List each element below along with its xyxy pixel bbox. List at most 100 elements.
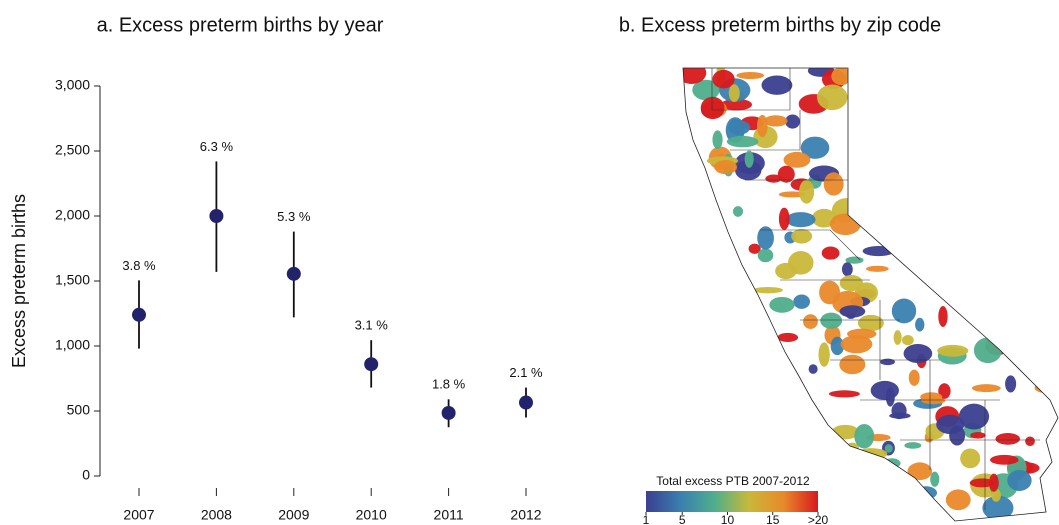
zip-patch	[778, 207, 790, 230]
zip-patch	[893, 330, 902, 345]
zip-patch	[839, 274, 864, 292]
y-tick-label: 0	[82, 467, 90, 483]
x-tick-label: 2008	[201, 507, 232, 523]
zip-patch	[683, 68, 707, 85]
zip-patch	[712, 69, 735, 89]
y-axis-label: Excess preterm births	[9, 194, 29, 368]
colorbar-tick-label: 15	[766, 513, 780, 525]
zip-patch	[930, 471, 940, 487]
zip-patch	[901, 500, 923, 519]
zip-patch	[841, 262, 853, 277]
zip-patch	[854, 424, 875, 449]
colorbar-tick-label: >20	[808, 513, 829, 525]
zip-patch	[765, 174, 782, 183]
zip-patch	[945, 489, 971, 511]
y-tick-label: 2,500	[55, 142, 90, 158]
annotation: 2.1 %	[509, 365, 543, 380]
zip-patch	[938, 383, 951, 399]
zip-patch	[757, 226, 774, 250]
zip-patch	[821, 246, 840, 260]
map-title: b. Excess preterm births by zip code	[619, 14, 941, 36]
zip-patch	[847, 328, 877, 340]
point	[132, 307, 146, 322]
zip-patch	[783, 151, 811, 168]
y-tick-label: 3,000	[55, 77, 90, 93]
zip-patch	[831, 68, 852, 86]
zip-patch	[1005, 375, 1017, 393]
colorbar-label: Total excess PTB 2007-2012	[656, 474, 810, 488]
zip-patch	[726, 135, 759, 148]
x-tick-label: 2010	[356, 507, 387, 523]
zip-patch	[854, 460, 863, 470]
zip-patch	[875, 496, 905, 507]
zip-patch	[761, 75, 793, 95]
zip-patch	[991, 488, 1001, 502]
zip-patch	[862, 495, 876, 513]
point	[286, 266, 301, 281]
zip-patch	[721, 98, 752, 111]
zip-patch	[848, 453, 876, 474]
zip-patch	[818, 342, 830, 367]
zip-patch	[840, 335, 873, 354]
zip-patch	[936, 414, 965, 435]
zip-patch	[971, 384, 1001, 393]
x-tick-label: 2012	[510, 507, 541, 523]
zip-patch	[875, 469, 906, 489]
zip-patch	[970, 432, 986, 439]
zip-patch	[845, 256, 864, 264]
x-tick-label: 2011	[434, 507, 464, 523]
x-tick-label: 2009	[278, 507, 309, 523]
zip-patch	[712, 130, 723, 150]
point	[364, 357, 379, 372]
zip-patch	[859, 487, 875, 513]
zip-patch	[848, 486, 866, 500]
zip-patch	[958, 403, 990, 430]
state-outline	[682, 67, 1059, 522]
zip-patch	[836, 467, 864, 488]
zip-patch	[914, 486, 938, 500]
zip-patch	[891, 298, 917, 324]
colorbar-tick-label: 1	[643, 513, 650, 525]
chart-title: a. Excess preterm births by year	[97, 14, 384, 36]
zip-patch	[990, 454, 1019, 465]
zip-patch	[816, 84, 848, 111]
zip-patch	[846, 505, 876, 521]
zip-patch	[989, 473, 999, 492]
zip-patch	[785, 212, 816, 228]
zip-patch	[903, 344, 933, 364]
colorbar-tick-label: 5	[679, 513, 686, 525]
zip-patch	[1025, 436, 1035, 447]
zip-patch	[748, 243, 761, 254]
zip-patch	[732, 206, 744, 217]
zip-patch	[769, 296, 795, 313]
zip-patch	[830, 336, 845, 356]
map-fill	[683, 68, 1057, 521]
colorbar	[646, 491, 818, 512]
zip-patch	[915, 317, 925, 332]
zip-patch	[995, 433, 1021, 445]
zip-patch	[885, 387, 895, 407]
zip-patch	[862, 245, 895, 257]
zip-patch	[838, 466, 863, 492]
zip-patch	[982, 495, 1014, 521]
annotation: 3.8 %	[122, 258, 156, 273]
zip-patch	[799, 179, 815, 204]
zip-patch	[857, 314, 884, 332]
zip-patch	[692, 79, 720, 101]
zip-patch	[744, 150, 754, 168]
zip-patch	[756, 114, 768, 138]
zip-patch	[908, 369, 920, 386]
zip-patch	[819, 280, 841, 305]
zip-patch	[865, 469, 890, 481]
zip-patch	[800, 136, 830, 159]
zip-patch	[920, 392, 943, 402]
zip-patch	[778, 191, 806, 198]
zip-patch	[808, 364, 818, 374]
zip-patch	[820, 312, 843, 329]
y-tick-label: 1,000	[55, 337, 90, 353]
zip-patch	[823, 172, 844, 196]
colorbar-tick-label: 10	[721, 513, 735, 525]
county-lines	[711, 68, 1040, 510]
zip-patch	[777, 165, 795, 183]
zip-patch	[728, 84, 740, 102]
